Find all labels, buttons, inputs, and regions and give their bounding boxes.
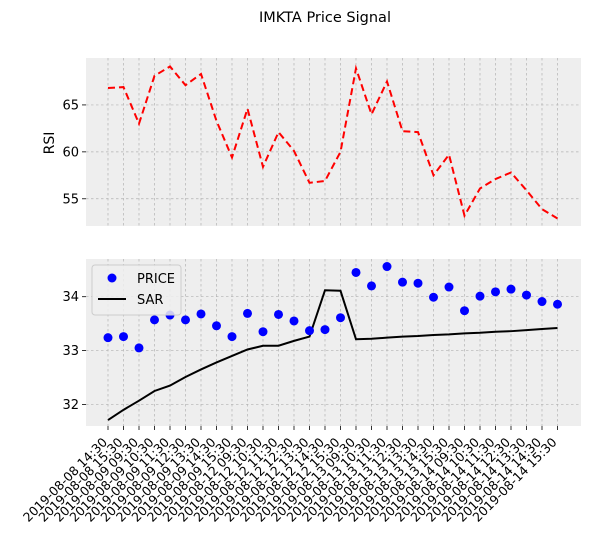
price-point [227,332,237,342]
price-point [289,316,299,326]
price-point [134,343,144,353]
legend-sar-label: SAR [137,293,163,308]
price-series-points [103,262,562,353]
price-point [119,332,128,342]
y-tick-label: 55 [62,192,79,207]
price-point [196,309,206,319]
rsi-plot-area [86,58,581,226]
y-tick-label: 34 [62,290,79,305]
price-point [506,284,516,294]
price-point [537,297,547,307]
price-point [305,326,314,336]
price-point [475,291,485,301]
price-point [181,315,190,325]
sar-series-line [107,289,558,421]
price-point [413,278,423,288]
y-tick-label: 32 [62,398,79,413]
legend-price-label: PRICE [137,272,175,287]
price-point [258,327,268,337]
y-tick-label: 60 [62,145,79,160]
rsi-y-axis-label: RSI [42,132,58,155]
y-tick-label: 65 [62,98,79,113]
price-point [367,281,376,291]
price-y-axis: 32 33 34 [62,290,86,413]
price-point [382,262,392,272]
price-point [336,313,345,323]
price-point [103,333,113,343]
price-point [243,308,252,318]
y-tick-label: 33 [62,344,79,359]
figure-title: IMKTA Price Signal [259,10,391,26]
rsi-series-line [107,64,559,220]
price-point [150,315,159,325]
price-point [398,277,407,287]
price-point [274,309,283,319]
price-point [460,306,469,316]
rsi-y-axis: 55 60 65 [62,98,86,207]
rsi-grid [86,58,581,226]
price-point [320,325,330,335]
legend-price-marker [107,273,117,283]
price-point [491,287,500,297]
price-point [522,290,531,300]
legend: PRICE SAR [91,264,182,316]
price-point [553,299,562,309]
price-point [351,267,361,277]
rsi-panel: 55 60 65 RSI [42,58,581,226]
price-point [444,282,454,292]
price-point [429,292,438,302]
price-point [212,321,221,331]
